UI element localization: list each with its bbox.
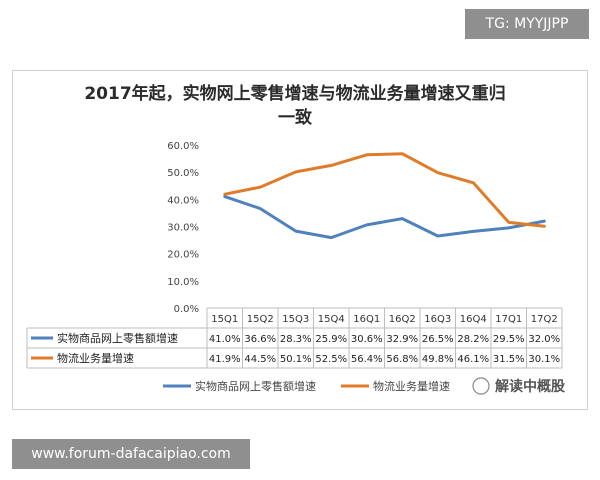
watermark: 解读中概股 — [472, 377, 566, 395]
url-badge: www.forum-dafacaipiao.com — [12, 439, 250, 469]
legend-label: 实物商品网上零售额增速 — [195, 379, 316, 393]
table-value-cell: 26.5% — [422, 334, 454, 345]
table-value-cell: 31.5% — [493, 354, 525, 365]
x-category-label: 15Q3 — [282, 314, 309, 325]
y-tick-label: 0.0% — [174, 304, 199, 315]
x-category-label: 16Q3 — [424, 314, 451, 325]
table-value-cell: 56.8% — [386, 354, 418, 365]
series-line-1 — [223, 195, 546, 240]
table-value-cell: 25.9% — [315, 334, 347, 345]
table-value-cell: 41.0% — [209, 334, 241, 345]
y-tick-label: 30.0% — [167, 223, 199, 234]
y-axis: 0.0% 10.0% 20.0% 30.0% 40.0% 50.0% 60.0% — [167, 141, 199, 315]
table-value-cell: 32.9% — [386, 334, 418, 345]
x-category-label: 15Q2 — [247, 314, 274, 325]
table-value-cell: 29.5% — [493, 334, 525, 345]
tg-badge: TG: MYYJJPP — [465, 9, 589, 39]
y-tick-label: 40.0% — [167, 195, 199, 206]
table-value-cell: 46.1% — [457, 354, 489, 365]
x-category-label: 15Q4 — [318, 314, 345, 325]
table-series-name: 实物商品网上零售额增速 — [57, 331, 178, 345]
table-value-cell: 56.4% — [351, 354, 383, 365]
table-value-cell: 30.6% — [351, 334, 383, 345]
chart-title-line2: 一致 — [278, 107, 313, 128]
table-value-cell: 28.3% — [280, 334, 312, 345]
x-category-label: 17Q2 — [531, 314, 558, 325]
table-value-cell: 41.9% — [209, 354, 241, 365]
y-tick-label: 20.0% — [167, 250, 199, 261]
table-series-name: 物流业务量增速 — [57, 351, 134, 365]
wechat-icon — [472, 377, 490, 395]
chart-title-line1: 2017年起，实物网上零售增速与物流业务量增速又重归 — [84, 83, 505, 104]
table-value-cell: 36.6% — [244, 334, 276, 345]
table-value-cell: 44.5% — [244, 354, 276, 365]
series-line-2 — [223, 152, 546, 228]
legend-label: 物流业务量增速 — [373, 379, 450, 393]
table-value-cell: 52.5% — [315, 354, 347, 365]
chart-frame: 2017年起，实物网上零售增速与物流业务量增速又重归 一致 0.0% 10.0% 2… — [12, 70, 588, 410]
data-table: 15Q1 15Q2 15Q3 15Q4 16Q1 16Q2 16Q3 16Q4 17Q1 17Q2… — [26, 307, 563, 369]
y-tick-label: 60.0% — [167, 141, 199, 152]
x-category-label: 16Q1 — [353, 314, 380, 325]
legend: 实物商品网上零售额增速 物流业务量增速 — [163, 379, 450, 393]
line-chart: 2017年起，实物网上零售增速与物流业务量增速又重归 一致 0.0% 10.0% 2… — [26, 83, 566, 395]
y-tick-label: 10.0% — [167, 277, 199, 288]
table-value-cell: 50.1% — [280, 354, 312, 365]
table-value-cell: 28.2% — [457, 334, 489, 345]
x-category-label: 15Q1 — [211, 314, 238, 325]
x-category-label: 16Q2 — [389, 314, 416, 325]
y-tick-label: 50.0% — [167, 168, 199, 179]
series-lines — [223, 152, 546, 240]
table-value-cell: 32.0% — [528, 334, 560, 345]
table-value-cell: 49.8% — [422, 354, 454, 365]
x-category-label: 16Q4 — [460, 314, 487, 325]
table-value-cell: 30.1% — [528, 354, 560, 365]
watermark-text: 解读中概股 — [495, 378, 566, 395]
x-category-label: 17Q1 — [495, 314, 522, 325]
